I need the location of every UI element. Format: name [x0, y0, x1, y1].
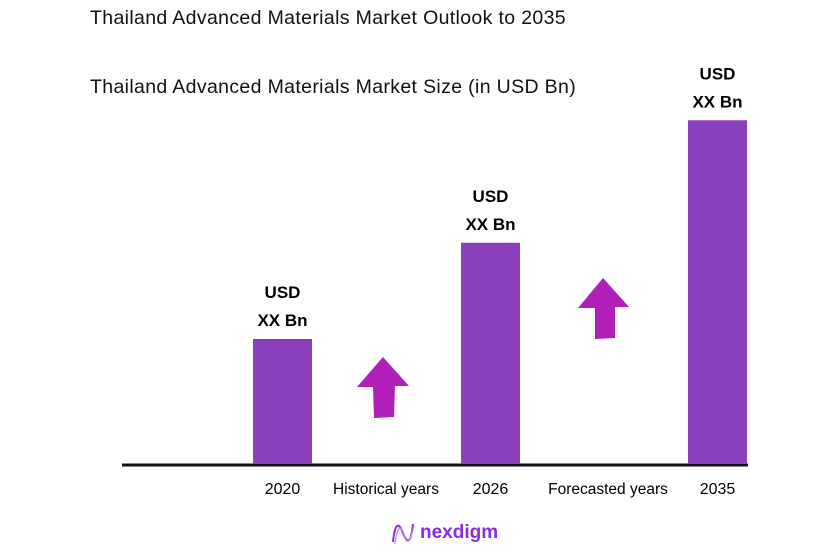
bar-2035: [688, 120, 747, 464]
up-arrow-icon: [357, 357, 409, 418]
x-tick-label: 2035: [700, 481, 736, 498]
data-label-currency: USD: [473, 187, 509, 206]
bar-2020: [253, 339, 312, 464]
data-label-value: XX Bn: [465, 215, 515, 234]
logo-text: nexdigm: [420, 522, 499, 543]
data-label-currency: USD: [265, 283, 301, 302]
x-tick-label: 2020: [265, 481, 301, 498]
period-label-forecasted: Forecasted years: [548, 481, 668, 498]
data-label-value: XX Bn: [257, 311, 307, 330]
data-label-value: XX Bn: [692, 92, 742, 111]
up-arrow-icon: [578, 278, 629, 339]
nexdigm-logo: nexdigm: [390, 520, 498, 546]
x-tick-label: 2026: [473, 481, 509, 498]
chart-subtitle: Thailand Advanced Materials Market Size …: [90, 76, 577, 98]
logo-wave-icon: [392, 523, 415, 545]
period-label-historical: Historical years: [333, 481, 439, 498]
chart-title: Thailand Advanced Materials Market Outlo…: [90, 7, 567, 29]
data-label-currency: USD: [700, 64, 736, 83]
bar-2026: [461, 242, 520, 464]
